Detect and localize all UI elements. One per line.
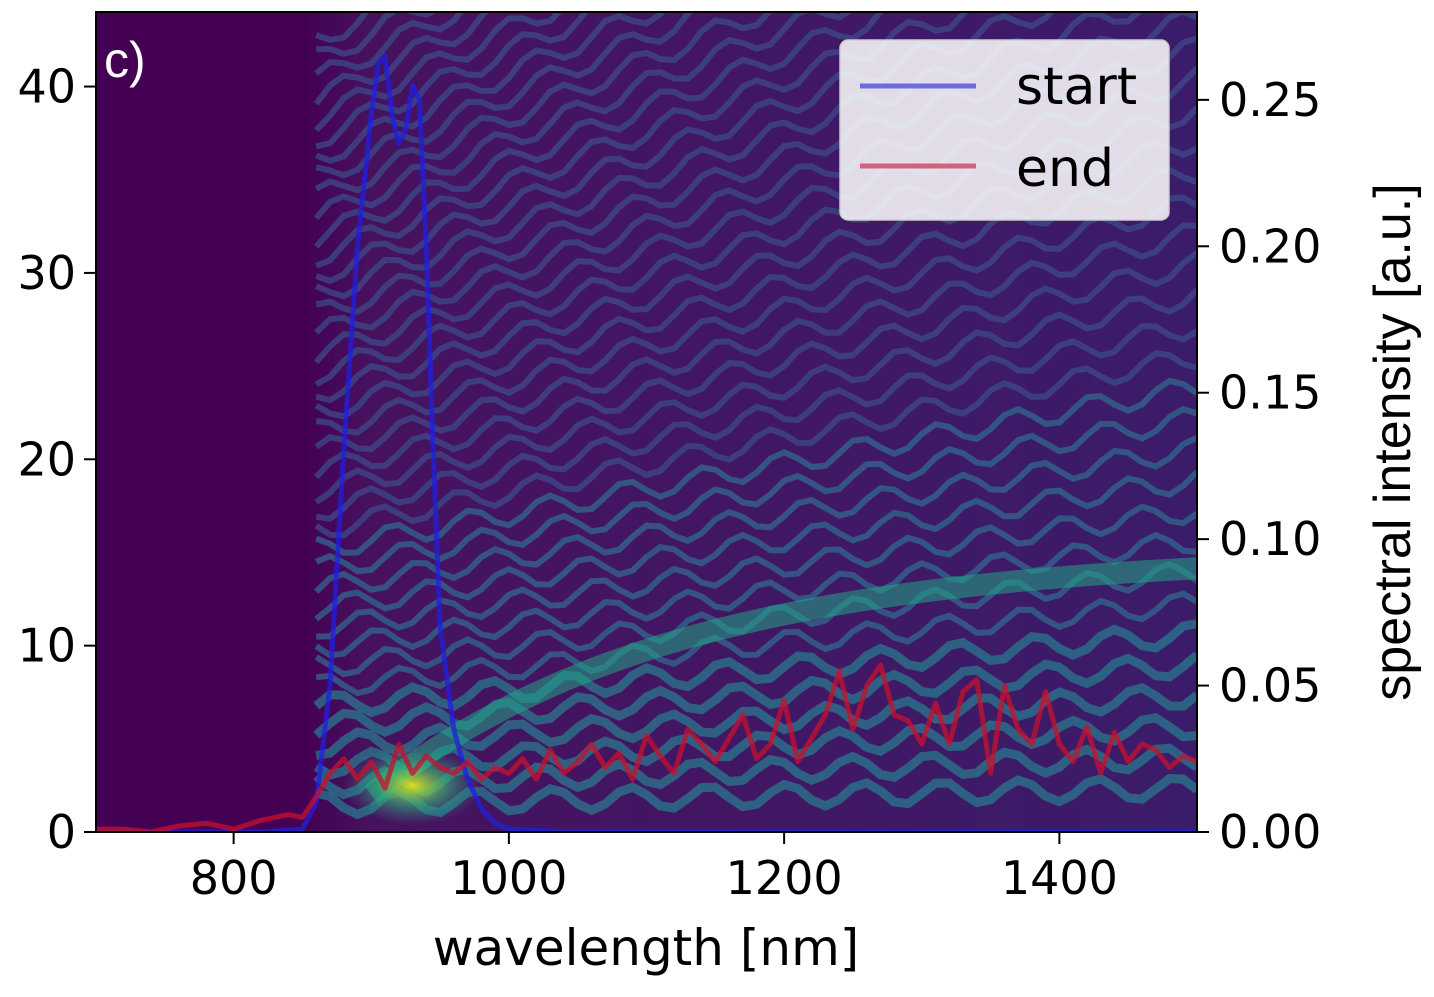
heatmap-fringe — [314, 12, 563, 133]
y-left-tick-label: 40 — [17, 60, 76, 114]
y-right-tick-label: 0.25 — [1219, 73, 1321, 127]
heatmap-fringe — [315, 323, 1197, 522]
heatmap-fringe — [314, 222, 1197, 453]
x-tick-label: 1000 — [450, 851, 567, 905]
heatmap-fringe — [316, 503, 1197, 640]
plot-frame — [95, 11, 1198, 833]
x-tick-label: 800 — [190, 851, 278, 905]
y-right-tick-label: 0.00 — [1219, 805, 1321, 859]
series-line-start — [96, 53, 1197, 832]
legend: start end — [839, 39, 1170, 221]
y-right-tick-label: 0.20 — [1219, 219, 1321, 273]
x-tick-label: 1400 — [1001, 851, 1118, 905]
y-right-tick-label: 0.10 — [1219, 512, 1321, 566]
heatmap-fringe — [315, 12, 695, 179]
heatmap-fringe — [314, 287, 1197, 505]
y-right-tick-label: 0.15 — [1219, 366, 1321, 420]
heatmap-hotspot — [342, 745, 483, 826]
heatmap-fringe — [314, 469, 1197, 622]
y-right-tick-label: 0.05 — [1219, 659, 1321, 713]
y-left-tick-label: 20 — [17, 432, 76, 486]
y-axis-left: 0 10 20 30 40 — [17, 60, 96, 859]
heatmap-fringe — [314, 12, 774, 194]
heatmap-fringe — [313, 12, 854, 221]
x-axis: 800 1000 1200 1400 — [190, 832, 1118, 905]
heatmap-fringe — [313, 12, 491, 106]
heatmap-fringe — [315, 590, 1197, 697]
series-curves — [96, 53, 1197, 832]
y-left-tick-label: 10 — [17, 619, 76, 673]
heatmap-fringe — [313, 250, 1197, 480]
panel-label: c) — [104, 32, 146, 88]
legend-end-label: end — [1016, 139, 1114, 199]
heatmap-fringe — [314, 531, 1197, 659]
x-tick-label: 1200 — [726, 851, 843, 905]
heatmap-fringe — [313, 12, 885, 249]
heatmap-fringe — [314, 350, 1197, 539]
heatmap-fringe — [315, 194, 1197, 436]
heatmap-fringe — [314, 434, 1197, 594]
y-axis-right: 0.00 0.05 0.10 0.15 0.20 0.25 — [1197, 73, 1321, 859]
heatmap-fringe — [313, 619, 1197, 718]
heatmap-fringe — [315, 12, 969, 269]
heatmap-fringe — [315, 377, 1197, 556]
heatmap-main-band — [364, 557, 1197, 804]
legend-start-label: start — [1016, 57, 1137, 117]
heatmap-fringe — [315, 12, 590, 150]
x-axis-label: wavelength [nm] — [433, 919, 860, 977]
y-axis-right-label: spectral intensity [a.u.] — [1364, 183, 1422, 700]
heatmap-fringe — [315, 405, 1197, 575]
heatmap-fringe — [315, 12, 666, 164]
y-left-tick-label: 30 — [17, 246, 76, 300]
series-line-end — [96, 662, 1197, 832]
y-left-tick-label: 0 — [47, 805, 76, 859]
